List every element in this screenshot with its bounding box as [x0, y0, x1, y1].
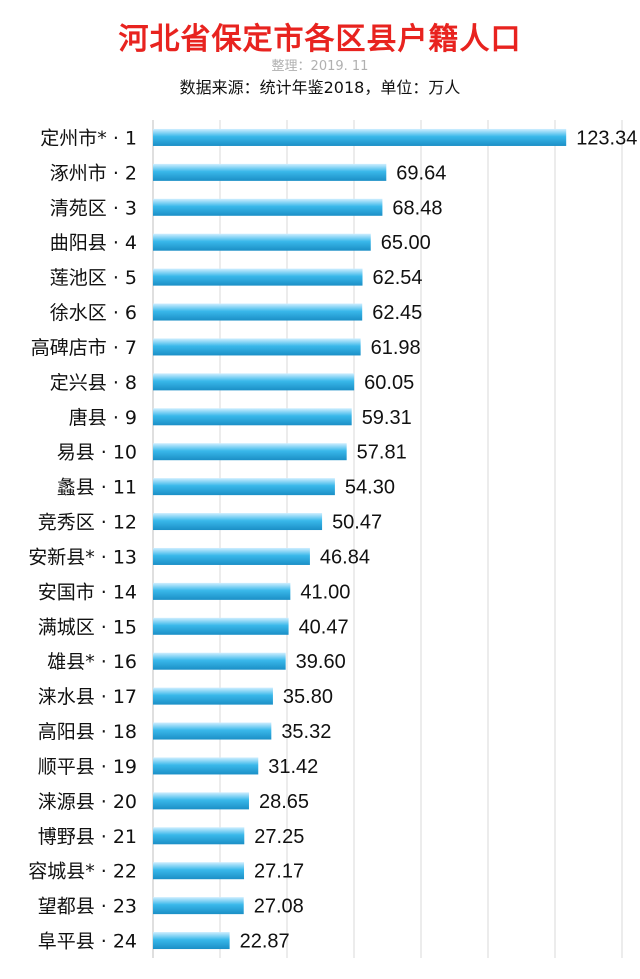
- chart-title: 河北省保定市各区县户籍人口: [118, 22, 522, 57]
- bar: [153, 932, 230, 950]
- bar: [153, 338, 361, 356]
- category-label: 定兴县 · 8: [50, 372, 137, 394]
- data-label: 31.42: [268, 756, 318, 778]
- bar: [153, 163, 387, 181]
- data-label: 35.32: [281, 721, 331, 743]
- category-label: 涞水县 · 17: [38, 686, 137, 708]
- bar: [153, 478, 335, 496]
- category-label: 高碑店市 · 7: [31, 337, 137, 359]
- bar: [153, 582, 291, 600]
- bar: [153, 513, 323, 531]
- category-label: 顺平县 · 19: [38, 756, 137, 778]
- category-label: 雄县* · 16: [47, 651, 137, 673]
- data-label: 27.17: [254, 861, 304, 883]
- bar: [153, 757, 259, 775]
- category-label: 涞源县 · 20: [38, 791, 137, 813]
- data-label: 69.64: [396, 162, 446, 184]
- grid-lines: [219, 120, 623, 958]
- category-label: 易县 · 10: [57, 442, 137, 464]
- data-label: 62.54: [373, 267, 423, 289]
- data-label: 50.47: [332, 512, 382, 534]
- data-label: 60.05: [364, 372, 414, 394]
- category-label: 徐水区 · 6: [50, 302, 137, 324]
- data-label: 57.81: [357, 442, 407, 464]
- data-label: 39.60: [296, 651, 346, 673]
- bar: [153, 862, 245, 880]
- bar: [153, 827, 245, 845]
- category-label: 清苑区 · 3: [50, 197, 137, 219]
- bar: [153, 722, 272, 740]
- data-label: 46.84: [320, 546, 370, 568]
- category-label: 涿州市 · 2: [50, 162, 137, 184]
- category-label: 高阳县 · 18: [38, 721, 137, 743]
- bar: [153, 443, 347, 461]
- data-label: 62.45: [372, 302, 422, 324]
- bar: [153, 408, 352, 426]
- category-label: 唐县 · 9: [69, 407, 137, 429]
- bar: [153, 792, 249, 810]
- category-label: 安国市 · 14: [38, 581, 137, 603]
- data-label: 123.34: [576, 127, 637, 149]
- bar: [153, 652, 286, 670]
- category-label: 望都县 · 23: [38, 896, 137, 918]
- category-label: 曲阳县 · 4: [50, 232, 137, 254]
- data-label: 54.30: [345, 477, 395, 499]
- bar: [153, 897, 244, 915]
- bar: [153, 198, 383, 216]
- bar: [153, 233, 371, 251]
- category-label: 安新县* · 13: [28, 546, 137, 568]
- category-label: 定州市* · 1: [40, 127, 137, 149]
- bar: [153, 687, 273, 705]
- data-label: 40.47: [299, 616, 349, 638]
- bar: [153, 128, 567, 146]
- data-label: 61.98: [371, 337, 421, 359]
- category-label: 博野县 · 21: [38, 826, 137, 848]
- data-label: 68.48: [392, 197, 442, 219]
- category-label: 满城区 · 15: [38, 616, 137, 638]
- category-label: 竞秀区 · 12: [38, 512, 137, 534]
- data-label: 22.87: [240, 931, 290, 953]
- bar: [153, 617, 289, 635]
- chart-note: 整理：2019. 11: [271, 59, 369, 74]
- bar: [153, 268, 363, 286]
- data-label: 27.08: [254, 896, 304, 918]
- data-label: 65.00: [381, 232, 431, 254]
- data-label: 59.31: [362, 407, 412, 429]
- labels: 定州市* · 1 123.34 涿州市 · 2 69.64 清苑区 · 3 68.48 曲阳…: [28, 127, 637, 952]
- data-label: 41.00: [300, 581, 350, 603]
- data-label: 35.80: [283, 686, 333, 708]
- category-label: 蠡县 · 11: [57, 477, 137, 499]
- bar: [153, 547, 310, 565]
- category-label: 阜平县 · 24: [38, 931, 137, 953]
- chart-source: 数据来源：统计年鉴2018，单位：万人: [179, 78, 461, 97]
- category-label: 容城县* · 22: [28, 861, 137, 883]
- bars: [153, 128, 567, 950]
- data-label: 27.25: [254, 826, 304, 848]
- data-label: 28.65: [259, 791, 309, 813]
- category-label: 莲池区 · 5: [50, 267, 137, 289]
- bar: [153, 373, 355, 391]
- bar: [153, 303, 363, 321]
